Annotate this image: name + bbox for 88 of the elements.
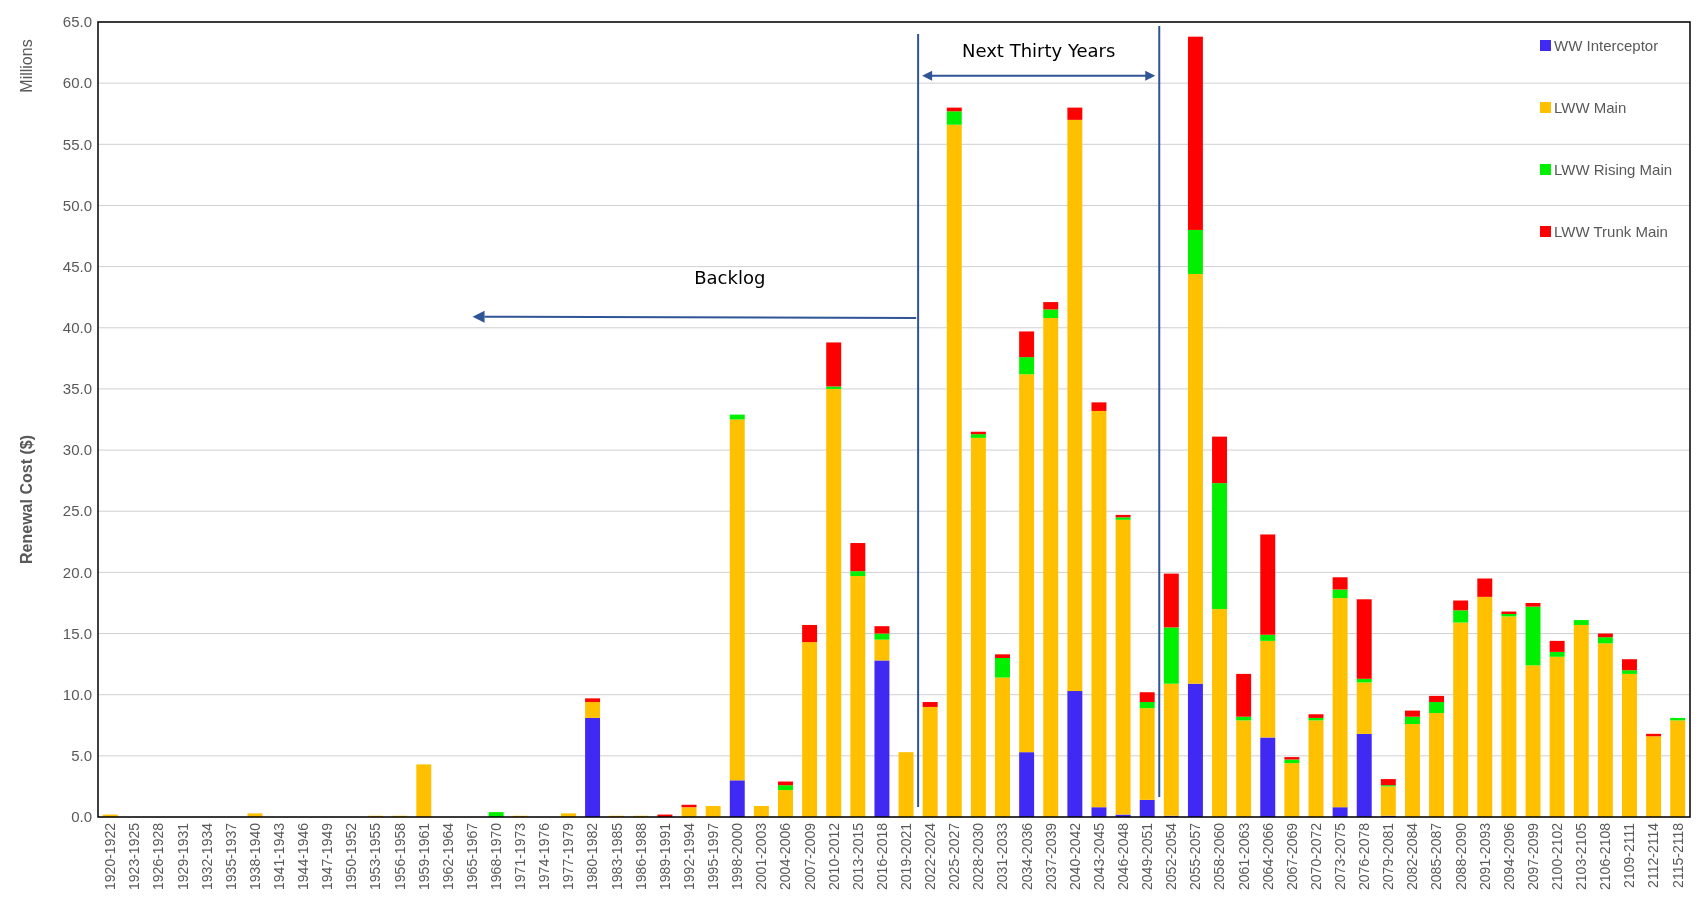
x-tick-label: 2022-2024 [922, 822, 939, 890]
x-tick-label: 1974-1976 [536, 822, 553, 890]
x-tick-label: 2055-2057 [1187, 822, 1204, 890]
x-tick-label: 2073-2075 [1332, 822, 1349, 890]
y-axis-title: Renewal Cost ($) [18, 435, 35, 564]
x-tick-label: 2100-2102 [1549, 822, 1566, 890]
x-tick-label: 1920-1922 [102, 822, 119, 890]
x-tick-label: 1932-1934 [198, 822, 215, 890]
x-tick-label: 1968-1970 [488, 822, 505, 890]
x-tick-label: 1962-1964 [439, 822, 456, 890]
x-tick-label: 1992-1994 [680, 822, 697, 890]
x-tick-label: 1986-1988 [632, 822, 649, 890]
x-tick-label: 2049-2051 [1139, 822, 1156, 890]
x-tick-label: 2037-2039 [1042, 822, 1059, 890]
x-tick-label: 2019-2021 [897, 822, 914, 890]
x-tick-label: 1923-1925 [126, 822, 143, 890]
annotation: Next Thirty Years [961, 40, 1116, 62]
y-tick-label: 55.0 [62, 135, 92, 153]
text: Millions [18, 39, 35, 93]
legend-label: WW Interceptor [1554, 37, 1659, 55]
x-tick-label: 2082-2084 [1404, 822, 1421, 890]
x-tick-label: 1938-1940 [246, 822, 263, 890]
x-tick-label: 2010-2012 [825, 822, 842, 890]
x-tick-label: 1941-1943 [271, 822, 287, 890]
annotation: Backlog [694, 266, 766, 288]
x-tick-label: 1944-1946 [295, 822, 312, 890]
x-tick-label: 2103-2105 [1573, 822, 1590, 890]
x-tick-label: 2106-2108 [1597, 822, 1614, 890]
x-tick-label: 2052-2054 [1163, 822, 1180, 890]
legend-label: LWW Trunk Main [1554, 223, 1668, 241]
y-tick-label: 50.0 [62, 196, 92, 214]
x-tick-label: 2070-2072 [1307, 822, 1324, 890]
x-tick-label: 2031-2033 [994, 822, 1011, 890]
x-tick-label: 2097-2099 [1524, 822, 1541, 890]
x-tick-label: 1953-1955 [367, 822, 384, 890]
x-tick-label: 2109-2111 [1621, 822, 1638, 888]
x-tick-label: 2013-2015 [849, 822, 866, 890]
x-tick-label: 2061-2063 [1235, 822, 1252, 890]
x-tick-label: 1947-1949 [319, 822, 336, 890]
x-tick-label: 1995-1997 [705, 822, 722, 890]
y-tick-label: 25.0 [62, 502, 92, 520]
x-tick-label: 2112-2114 [1645, 822, 1662, 888]
legend-label: LWW Main [1554, 99, 1627, 117]
legend-label: LWW Rising Main [1554, 161, 1673, 179]
y-tick-label: 20.0 [62, 563, 92, 581]
x-tick-label: 2025-2027 [946, 822, 963, 890]
x-tick-label: 2028-2030 [970, 822, 987, 890]
x-tick-label: 2076-2078 [1356, 822, 1373, 890]
y-tick-label: 30.0 [62, 441, 92, 459]
x-tick-label: 2046-2048 [1114, 822, 1131, 890]
x-tick-label: 1965-1967 [463, 822, 480, 890]
x-tick-label: 1980-1982 [584, 822, 601, 890]
y-tick-label: 15.0 [62, 624, 92, 642]
x-tick-label: 1971-1973 [512, 822, 529, 890]
x-tick-label: 2058-2060 [1211, 822, 1228, 890]
x-tick-label: 1950-1952 [343, 822, 360, 890]
x-tick-label: 2001-2003 [753, 822, 770, 890]
y-tick-label: 60.0 [62, 74, 92, 92]
y-tick-label: 40.0 [62, 319, 92, 337]
x-tick-label: 2067-2069 [1283, 822, 1300, 890]
x-tick-label: 1929-1931 [174, 822, 191, 890]
x-tick-label: 1956-1958 [391, 822, 408, 890]
x-tick-label: 2034-2036 [1018, 822, 1035, 890]
x-tick-label: 2043-2045 [1090, 822, 1107, 890]
x-tick-label: 2040-2042 [1066, 822, 1083, 890]
y-tick-label: 65.0 [62, 13, 92, 31]
x-tick-label: 1959-1961 [415, 822, 432, 890]
y-tick-label: 0.0 [71, 808, 92, 826]
x-tick-label: 2091-2093 [1476, 822, 1493, 890]
x-tick-label: 2085-2087 [1428, 822, 1445, 890]
x-tick-label: 2064-2066 [1259, 822, 1276, 890]
x-tick-label: 2079-2081 [1380, 822, 1397, 890]
y-tick-label: 5.0 [71, 747, 92, 765]
y-tick-label: 10.0 [62, 685, 92, 703]
x-tick-label: 1983-1985 [608, 822, 625, 890]
x-tick-label: 2094-2096 [1500, 822, 1517, 890]
x-tick-label: 1935-1937 [222, 822, 239, 890]
x-tick-label: 1989-1991 [656, 822, 673, 890]
y-tick-label: 45.0 [62, 257, 92, 275]
y-tick-label: 35.0 [62, 380, 92, 398]
x-tick-label: 2115-2118 [1669, 822, 1686, 888]
x-tick-label: 2088-2090 [1452, 822, 1469, 890]
x-tick-label: 2004-2006 [777, 822, 794, 890]
x-tick-label: 2016-2018 [873, 822, 890, 890]
x-tick-label: 2007-2009 [801, 822, 818, 890]
x-tick-label: 1926-1928 [150, 822, 167, 890]
x-tick-label: 1977-1979 [560, 822, 577, 890]
x-tick-label: 1998-2000 [729, 822, 746, 890]
